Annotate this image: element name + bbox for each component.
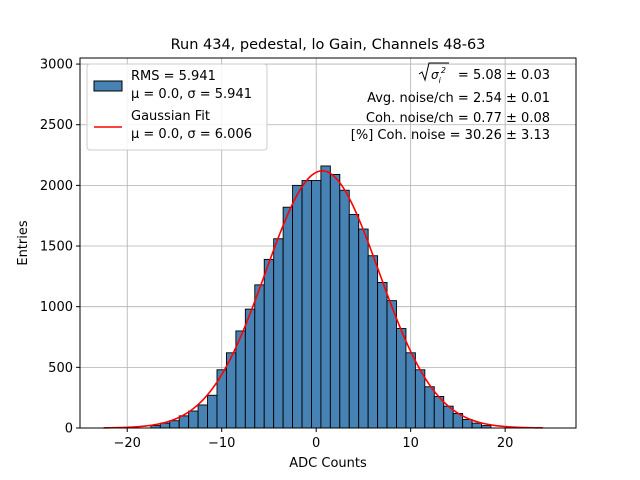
histogram-bar xyxy=(178,415,190,429)
x-tick-label: −10 xyxy=(208,436,235,451)
histogram-bar xyxy=(254,284,265,429)
coh-pct-annotation: [%] Coh. noise = 30.26 ± 3.13 xyxy=(351,128,550,143)
plot-frame xyxy=(79,57,577,429)
x-tick-label: 0 xyxy=(312,436,320,451)
histogram-bar xyxy=(311,180,322,429)
y-tick-label: 0 xyxy=(65,422,73,437)
legend-entry-2-line1: Gaussian Fit xyxy=(131,109,210,124)
histogram-bar xyxy=(358,228,369,429)
annotations: σi2 = 5.08 ± 0.03 Avg. noise/ch = 2.54 ±… xyxy=(351,62,550,143)
legend-entry-1-line1: RMS = 5.941 xyxy=(131,69,216,84)
histogram-bar xyxy=(377,281,388,429)
x-tick-label: 10 xyxy=(402,436,419,451)
x-tick-label: −20 xyxy=(114,436,141,451)
histogram-bar xyxy=(339,189,350,429)
legend-patch-histogram xyxy=(93,80,123,92)
legend-entry-1-line2: μ = 0.0, σ = 5.941 xyxy=(131,87,252,102)
sqrt-value: = 5.08 ± 0.03 xyxy=(458,68,550,83)
histogram-bar xyxy=(169,420,180,429)
histogram-bar xyxy=(292,184,303,429)
histogram-bar xyxy=(424,386,435,429)
x-axis-ticks: −20 −10 0 10 20 xyxy=(114,428,514,451)
y-tick-label: 3000 xyxy=(40,58,73,73)
sqrt-sign xyxy=(418,62,449,82)
histogram-bar xyxy=(329,174,341,429)
histogram-bars xyxy=(150,165,492,429)
histogram-bar xyxy=(367,255,379,429)
histogram-bar xyxy=(197,404,208,429)
histogram-bar xyxy=(414,369,426,429)
legend-entry-2-line2: μ = 0.0, σ = 6.006 xyxy=(131,127,252,142)
histogram-bar xyxy=(386,300,397,429)
legend-box xyxy=(86,63,268,151)
histogram-bar xyxy=(301,180,312,429)
histogram-bar xyxy=(396,328,407,429)
histogram-bar xyxy=(263,258,275,429)
x-tick-label: 20 xyxy=(497,436,514,451)
histogram-bar xyxy=(320,165,331,429)
histogram-bar xyxy=(188,410,199,429)
y-axis-ticks: 0 500 1000 1500 2000 2500 3000 xyxy=(40,58,80,437)
legend: RMS = 5.941 μ = 0.0, σ = 5.941 Gaussian … xyxy=(86,63,268,151)
histogram-bar xyxy=(207,394,218,429)
histogram-bar xyxy=(348,214,360,429)
avg-noise-annotation: Avg. noise/ch = 2.54 ± 0.01 xyxy=(367,91,550,106)
y-tick-label: 2500 xyxy=(40,118,73,133)
y-tick-label: 2000 xyxy=(40,179,73,194)
y-tick-label: 1000 xyxy=(40,300,73,315)
chart-title: Run 434, pedestal, lo Gain, Channels 48-… xyxy=(171,37,486,53)
y-axis-label: Entries xyxy=(16,220,31,266)
histogram-bar xyxy=(273,238,284,429)
histogram-bar xyxy=(282,206,294,429)
y-tick-label: 1500 xyxy=(40,240,73,255)
histogram-bar xyxy=(405,352,416,429)
histogram-bar xyxy=(471,422,482,429)
sqrt-annotation: σi2 = 5.08 ± 0.03 xyxy=(418,62,550,85)
histogram-bar xyxy=(244,308,256,429)
x-axis-label: ADC Counts xyxy=(289,456,367,471)
gaussian-fit-curve xyxy=(103,170,543,429)
y-tick-label: 500 xyxy=(48,361,73,376)
histogram-bar xyxy=(462,419,473,429)
coh-noise-annotation: Coh. noise/ch = 0.77 ± 0.08 xyxy=(366,111,550,126)
